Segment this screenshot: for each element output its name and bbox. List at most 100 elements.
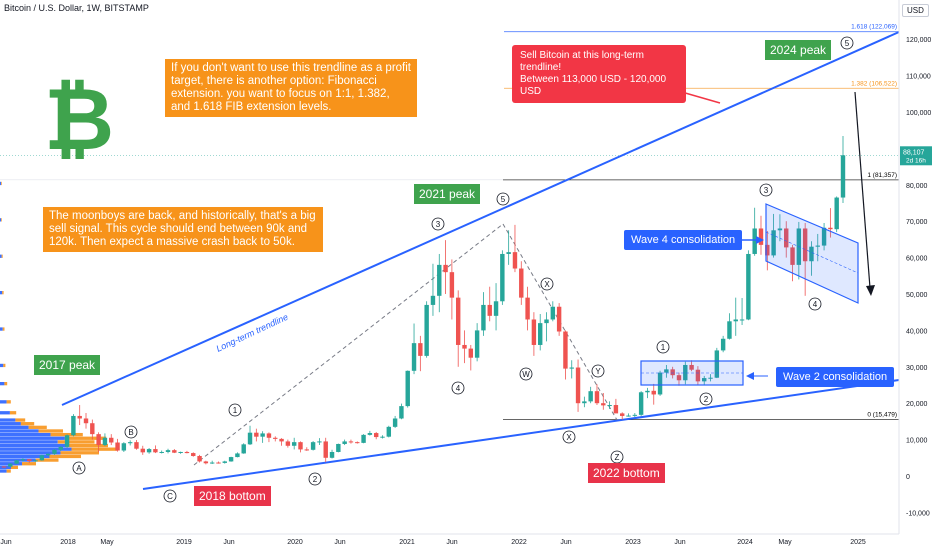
candle-body	[758, 228, 764, 245]
candle-body	[405, 370, 410, 407]
candle-body	[802, 228, 808, 262]
candle-body	[273, 437, 278, 439]
candle-body	[664, 369, 669, 373]
time-tick-label: 2024	[737, 539, 753, 546]
candle-body	[474, 330, 480, 358]
time-tick-label: 2021	[399, 539, 415, 546]
volume-bar	[0, 400, 7, 404]
candle-body	[487, 304, 492, 316]
wave-label-circle	[562, 430, 576, 444]
wave4-midline	[765, 231, 859, 274]
time-axis[interactable]: Jun 2018 May 2019 Jun 2020 Jun 2021 Jun 2022 Jun 20…	[0, 533, 899, 546]
volume-bar	[0, 382, 5, 386]
candle-body	[172, 450, 177, 453]
candle-body	[556, 306, 562, 332]
wave-label-circle	[591, 364, 605, 378]
sell-note-line2: Between 113,000 USD - 120,000 USD	[520, 74, 667, 97]
volume-bar	[0, 469, 7, 473]
candle-body	[247, 432, 253, 445]
candle-body	[20, 459, 26, 461]
candle-body	[437, 264, 442, 296]
candle-body	[241, 444, 246, 454]
candle-body	[430, 295, 436, 305]
candle-body	[90, 423, 95, 435]
candle-body	[765, 244, 770, 256]
wave-label-text: A	[76, 464, 82, 473]
candle-body	[222, 461, 227, 463]
candle-body	[746, 253, 751, 320]
candle-body	[77, 415, 82, 419]
candle-body	[203, 461, 209, 464]
volume-bar	[15, 418, 26, 422]
candle-body	[739, 319, 745, 321]
candle-body	[392, 418, 398, 427]
candle-body	[115, 442, 120, 451]
candle-body	[260, 433, 265, 437]
candle-body	[449, 272, 455, 298]
wave-label-text: 1	[233, 406, 238, 415]
candle-body	[695, 369, 701, 382]
candle-body	[455, 297, 461, 345]
candle-body	[563, 331, 568, 369]
candle-body	[481, 304, 486, 331]
wave-label-text: 3	[436, 220, 441, 229]
volume-bar	[64, 436, 107, 440]
volume-bar	[0, 181, 2, 186]
support-trendline	[142, 379, 900, 490]
candle-body	[424, 304, 429, 356]
peak-2024-tag: 2024 peak	[765, 40, 832, 60]
bottom-2022-tag: 2022 bottom	[588, 463, 665, 483]
crash-projection-arrow	[854, 91, 871, 289]
time-tick-label: Jun	[334, 539, 345, 546]
candle-body	[8, 463, 13, 467]
volume-bar	[0, 411, 10, 415]
candle-body	[58, 446, 63, 450]
volume-bar	[0, 432, 51, 437]
fib-label: 1 (81,357)	[867, 172, 897, 179]
price-tick-label: 0	[906, 474, 910, 481]
candle-body	[638, 392, 644, 415]
time-tick-label: 2019	[176, 539, 192, 546]
candle-body	[323, 441, 328, 458]
candle-body	[298, 442, 303, 450]
volume-bar	[57, 440, 95, 444]
candle-body	[418, 343, 423, 356]
wave-label-circle	[519, 367, 533, 381]
candle-body	[27, 459, 32, 462]
candle-body	[720, 338, 726, 351]
volume-bar	[0, 440, 58, 444]
candle-body	[178, 451, 183, 453]
volume-bar	[0, 422, 21, 426]
volume-bar	[11, 465, 18, 470]
wave-label-circle	[451, 381, 465, 395]
candle-body	[146, 449, 152, 453]
price-tick-label: 30,000	[906, 365, 928, 372]
candle-body	[771, 230, 776, 256]
wave-label-text: 4	[456, 384, 461, 393]
currency-badge[interactable]: USD	[902, 4, 929, 17]
candle-body	[519, 268, 524, 298]
candle-body	[411, 343, 417, 371]
candle-body	[840, 155, 846, 198]
candle-body	[575, 367, 581, 404]
candle-body	[336, 443, 341, 452]
candle-body	[386, 426, 392, 437]
wave-label-text: 2	[313, 475, 318, 484]
price-axis[interactable]: 120,000110,000100,00090,00080,00070,0006…	[898, 0, 932, 534]
candle-body	[809, 246, 814, 262]
volume-bar	[0, 218, 2, 222]
price-tick-label: 110,000	[906, 74, 931, 81]
wave-label-text: B	[128, 428, 133, 437]
candle-body	[777, 228, 783, 231]
time-tick-label: 2018	[60, 539, 76, 546]
wave2-consolidation-tag: Wave 2 consolidation	[776, 367, 895, 387]
candle-body	[373, 433, 379, 438]
candle-body	[127, 442, 133, 444]
time-tick-label: May	[100, 539, 114, 546]
wave-label-text: C	[167, 492, 173, 501]
volume-bar	[1, 181, 2, 186]
candle-body	[140, 448, 145, 453]
time-tick-label: Jun	[674, 539, 685, 546]
wave-label-circle	[124, 425, 138, 439]
